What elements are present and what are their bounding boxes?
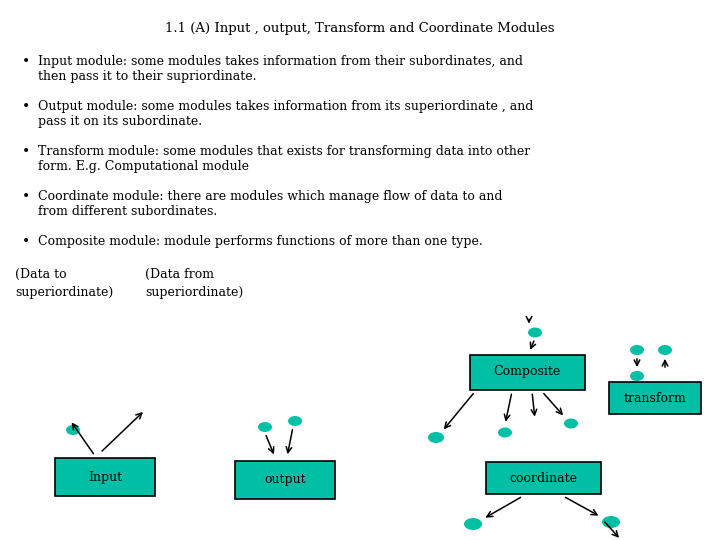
Ellipse shape bbox=[528, 327, 542, 338]
Text: from different subordinates.: from different subordinates. bbox=[38, 205, 217, 218]
Text: •: • bbox=[22, 235, 30, 249]
Text: Composite module: module performs functions of more than one type.: Composite module: module performs functi… bbox=[38, 235, 482, 248]
Ellipse shape bbox=[464, 518, 482, 530]
Ellipse shape bbox=[602, 516, 620, 528]
Text: output: output bbox=[264, 474, 306, 487]
Text: •: • bbox=[22, 145, 30, 159]
Ellipse shape bbox=[428, 432, 444, 443]
Ellipse shape bbox=[630, 345, 644, 355]
Text: •: • bbox=[22, 55, 30, 69]
Ellipse shape bbox=[258, 422, 272, 432]
Text: pass it on its subordinate.: pass it on its subordinate. bbox=[38, 115, 202, 128]
Bar bbox=[55, 458, 155, 496]
Text: superiordinate): superiordinate) bbox=[15, 286, 113, 299]
Text: then pass it to their supriordinate.: then pass it to their supriordinate. bbox=[38, 70, 256, 83]
Text: (Data to: (Data to bbox=[15, 268, 67, 281]
Text: Composite: Composite bbox=[493, 366, 561, 379]
Text: superiordinate): superiordinate) bbox=[145, 286, 243, 299]
Text: form. E.g. Computational module: form. E.g. Computational module bbox=[38, 160, 249, 173]
Text: 1.1 (A) Input , output, Transform and Coordinate Modules: 1.1 (A) Input , output, Transform and Co… bbox=[166, 22, 554, 35]
Text: Coordinate module: there are modules which manage flow of data to and: Coordinate module: there are modules whi… bbox=[38, 190, 503, 203]
Text: Input: Input bbox=[88, 470, 122, 483]
Text: (Data from: (Data from bbox=[145, 268, 214, 281]
Text: transform: transform bbox=[624, 392, 686, 404]
Ellipse shape bbox=[564, 418, 578, 429]
Ellipse shape bbox=[658, 345, 672, 355]
Text: coordinate: coordinate bbox=[509, 471, 577, 484]
Text: Transform module: some modules that exists for transforming data into other: Transform module: some modules that exis… bbox=[38, 145, 530, 158]
Bar bbox=[485, 462, 600, 494]
Text: •: • bbox=[22, 190, 30, 204]
Bar bbox=[469, 354, 585, 389]
Ellipse shape bbox=[630, 371, 644, 381]
Bar bbox=[609, 382, 701, 414]
Text: •: • bbox=[22, 100, 30, 114]
Ellipse shape bbox=[498, 428, 512, 437]
Bar bbox=[235, 461, 335, 499]
Ellipse shape bbox=[288, 416, 302, 426]
Ellipse shape bbox=[66, 425, 80, 435]
Text: Input module: some modules takes information from their subordinates, and: Input module: some modules takes informa… bbox=[38, 55, 523, 68]
Text: Output module: some modules takes information from its superiordinate , and: Output module: some modules takes inform… bbox=[38, 100, 534, 113]
